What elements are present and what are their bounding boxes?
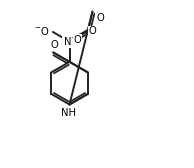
Text: N$^{+}$: N$^{+}$ xyxy=(63,35,78,48)
Text: O: O xyxy=(51,40,58,50)
Text: O: O xyxy=(96,13,104,23)
Text: O: O xyxy=(89,27,96,36)
Text: O: O xyxy=(74,35,81,45)
Text: NH: NH xyxy=(61,108,76,118)
Text: $^{-}$O: $^{-}$O xyxy=(34,25,50,37)
